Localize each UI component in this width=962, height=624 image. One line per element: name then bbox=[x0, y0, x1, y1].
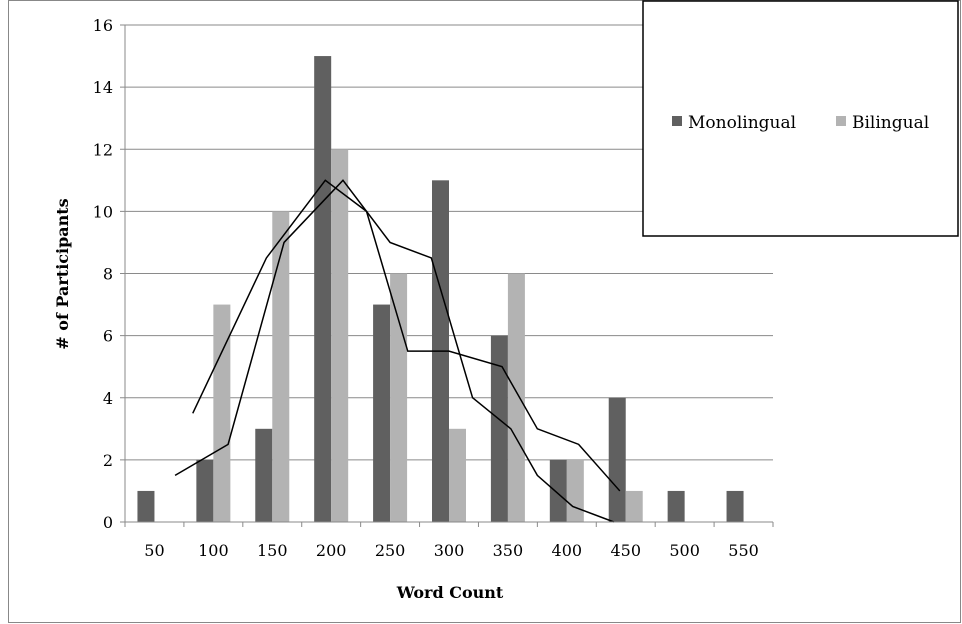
trend-line-2 bbox=[174, 179, 615, 523]
y-tick-label: 10 bbox=[93, 202, 113, 221]
bar-bilingual-400 bbox=[566, 459, 584, 522]
bar-monolingual-250 bbox=[373, 304, 391, 522]
bar-bilingual-250 bbox=[390, 273, 408, 522]
bar-bilingual-450 bbox=[625, 490, 643, 522]
x-tick-label: 100 bbox=[198, 541, 229, 560]
trend-line-1 bbox=[192, 179, 621, 492]
x-tick-label: 450 bbox=[610, 541, 641, 560]
x-tick-label: 50 bbox=[144, 541, 164, 560]
bar-monolingual-550 bbox=[726, 490, 744, 522]
bar-monolingual-450 bbox=[608, 397, 626, 522]
x-tick-label: 250 bbox=[375, 541, 406, 560]
y-tick-label: 16 bbox=[93, 16, 113, 35]
x-tick-label: 150 bbox=[257, 541, 288, 560]
y-tick-label: 2 bbox=[103, 451, 113, 470]
y-tick-label: 12 bbox=[93, 140, 113, 159]
bar-monolingual-400 bbox=[549, 459, 567, 522]
x-tick-label: 400 bbox=[552, 541, 583, 560]
y-axis-title: # of Participants bbox=[53, 198, 72, 349]
bar-bilingual-100 bbox=[213, 304, 231, 522]
y-tick-label: 6 bbox=[103, 327, 113, 346]
x-axis-title: Word Count bbox=[396, 583, 504, 602]
bar-monolingual-150 bbox=[255, 428, 273, 522]
bar-monolingual-100 bbox=[196, 459, 214, 522]
bar-monolingual-50 bbox=[137, 490, 155, 522]
y-tick-label: 8 bbox=[103, 265, 113, 284]
legend: Monolingual Bilingual bbox=[642, 0, 959, 237]
x-tick-label: 500 bbox=[669, 541, 700, 560]
bar-bilingual-150 bbox=[272, 211, 290, 522]
legend-box bbox=[642, 0, 959, 237]
bar-monolingual-500 bbox=[667, 490, 685, 522]
legend-swatch-monolingual bbox=[672, 116, 682, 126]
bars bbox=[137, 56, 744, 522]
y-tick-label: 4 bbox=[103, 389, 113, 408]
x-tick-label: 300 bbox=[434, 541, 465, 560]
bar-bilingual-350 bbox=[507, 273, 525, 522]
trend-lines bbox=[174, 179, 621, 523]
x-tick-label: 550 bbox=[728, 541, 759, 560]
bar-monolingual-200 bbox=[314, 56, 332, 522]
legend-label-monolingual: Monolingual bbox=[688, 113, 796, 133]
legend-label-bilingual: Bilingual bbox=[852, 113, 929, 133]
y-tick-label: 14 bbox=[93, 78, 113, 97]
x-tick-label: 350 bbox=[493, 541, 524, 560]
y-tick-label: 0 bbox=[103, 513, 113, 532]
legend-swatch-bilingual bbox=[836, 116, 846, 126]
axes: 0 2 4 6 8 10 12 14 16 50 100 150 200 250 300 350 400 450 5… bbox=[93, 16, 774, 560]
bar-bilingual-300 bbox=[449, 428, 466, 522]
x-tick-label: 200 bbox=[316, 541, 347, 560]
bar-monolingual-350 bbox=[490, 335, 508, 522]
bar-bilingual-200 bbox=[331, 149, 349, 522]
